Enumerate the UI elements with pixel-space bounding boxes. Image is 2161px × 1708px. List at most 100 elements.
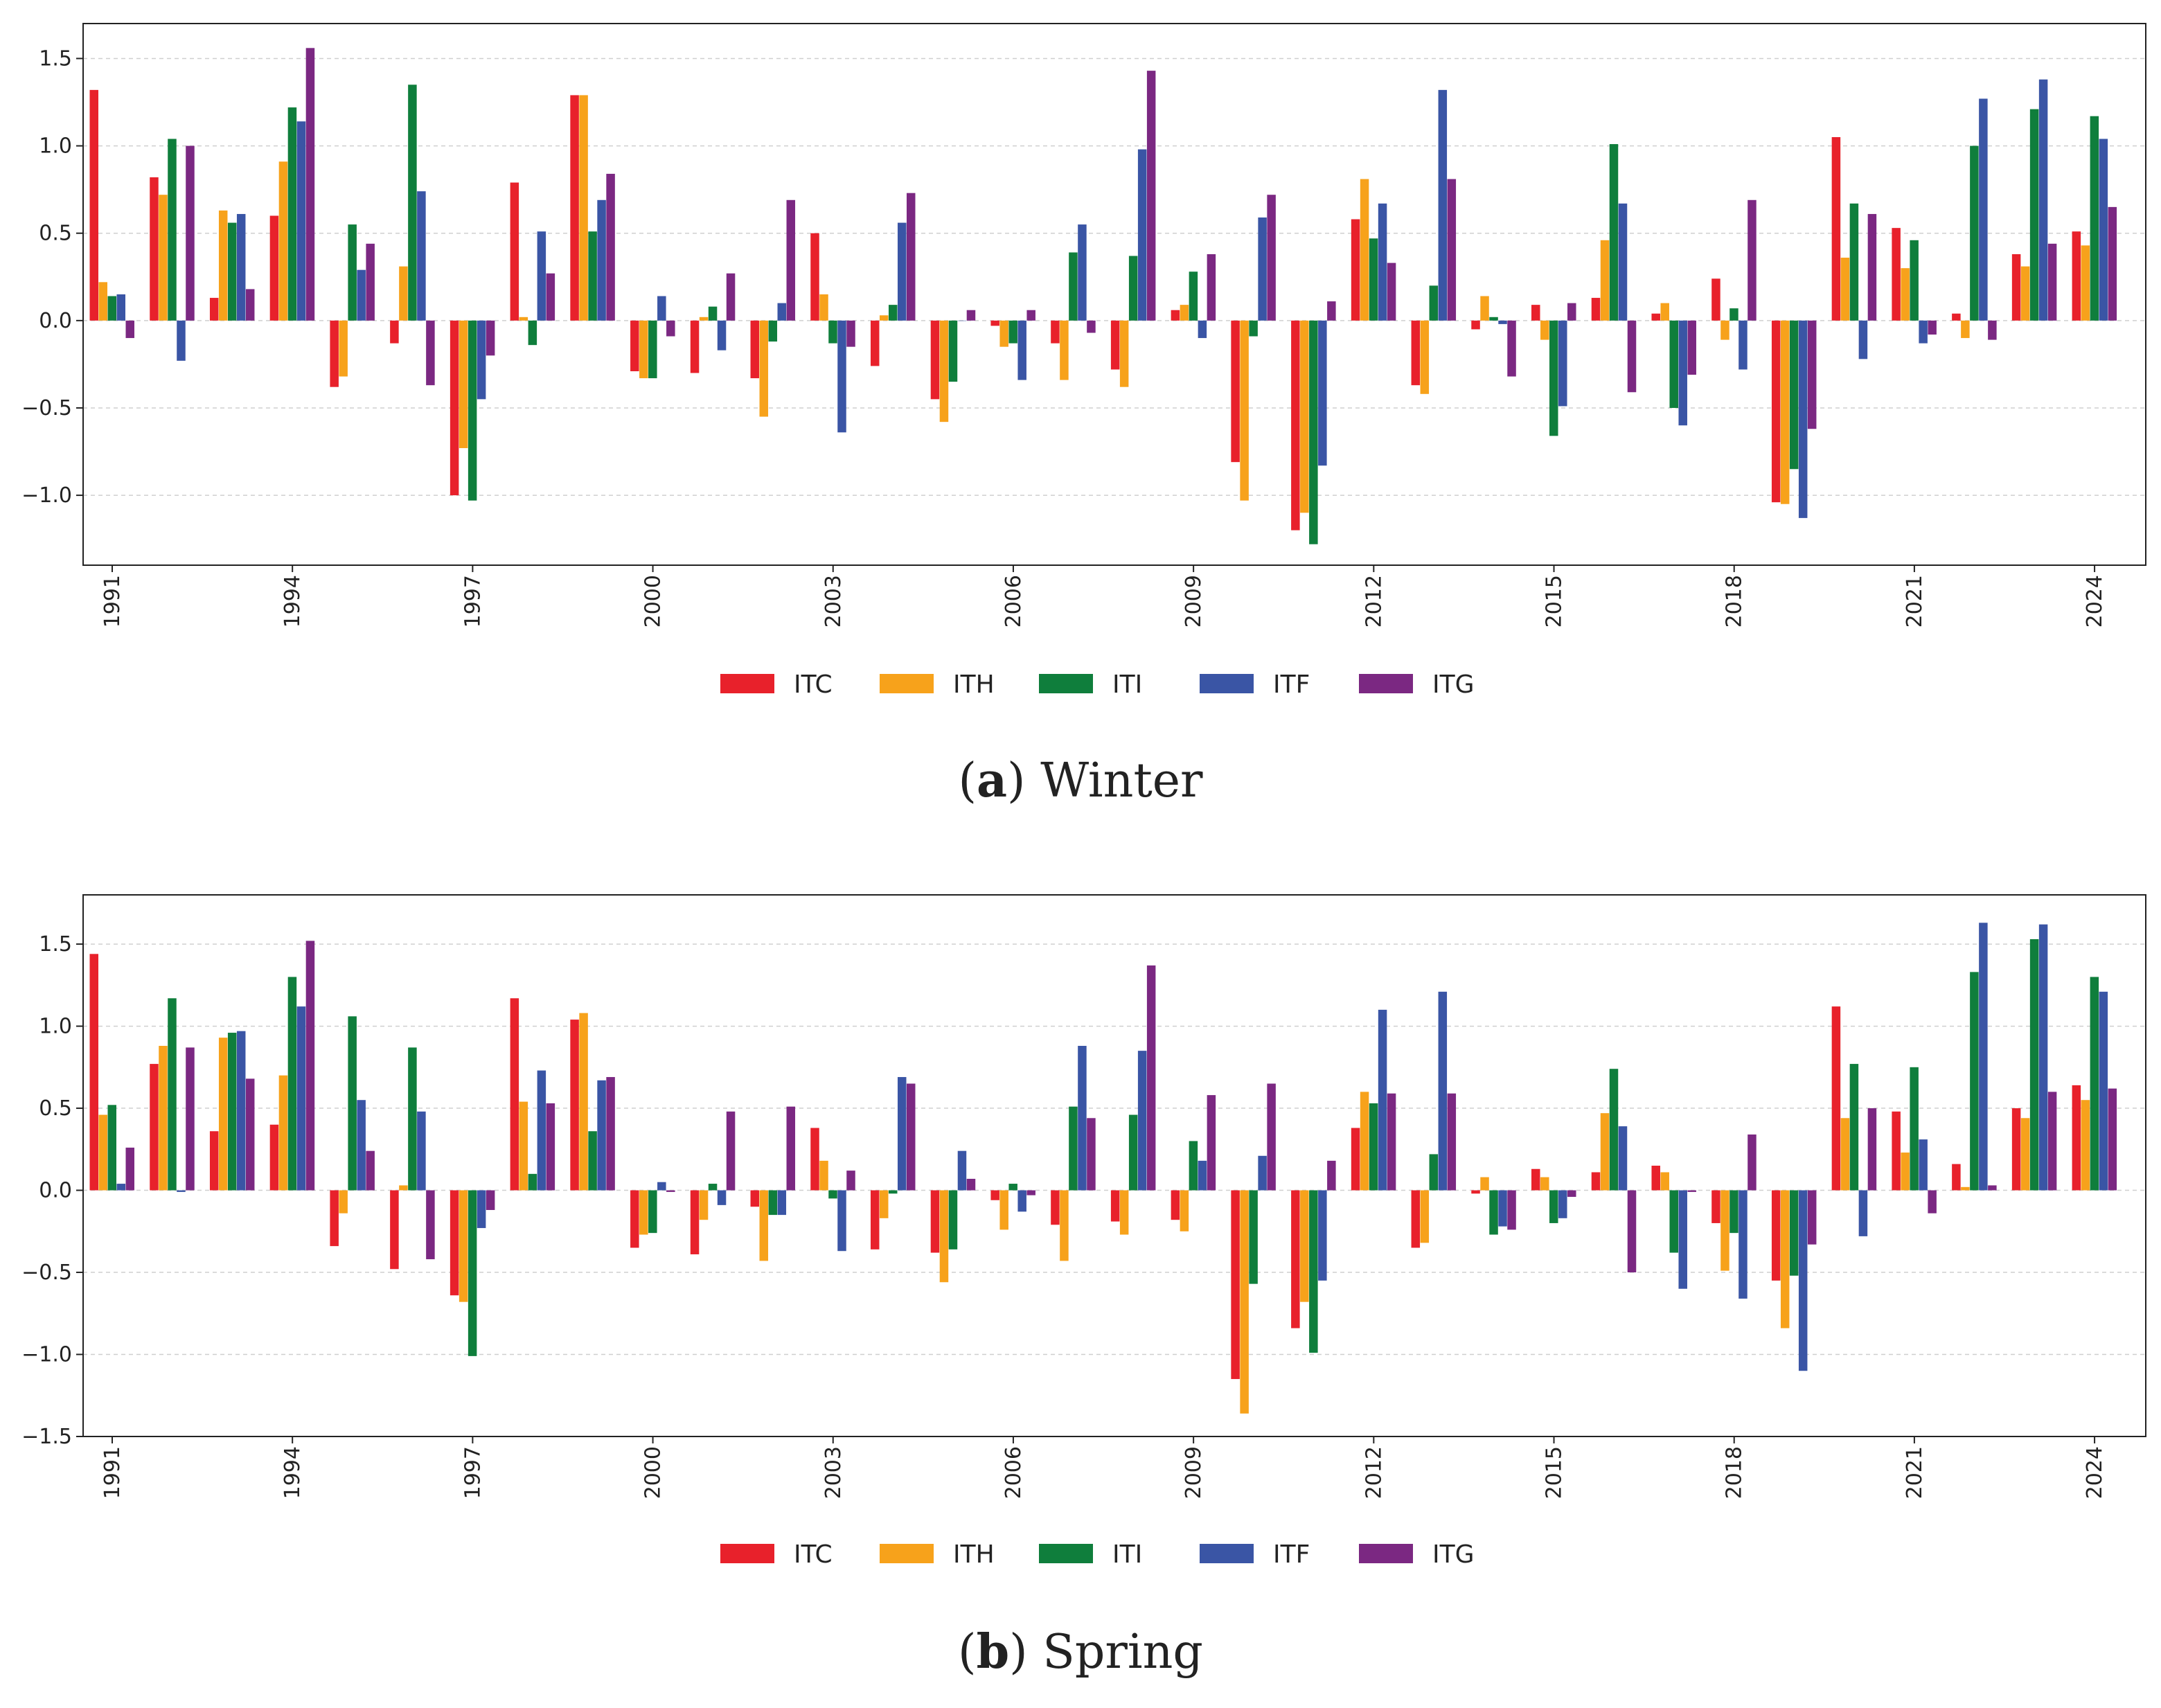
winter-bar-ith-1993 bbox=[218, 210, 228, 321]
spring-bar-itf-2022 bbox=[1979, 923, 1988, 1191]
winter-bar-ith-2005 bbox=[939, 320, 949, 422]
winter-x-tick-label: 2021 bbox=[1903, 575, 1927, 628]
winter-bar-itc-1991 bbox=[89, 89, 98, 321]
spring-bar-itf-2011 bbox=[1318, 1190, 1327, 1281]
spring-bar-itf-2020 bbox=[1858, 1190, 1868, 1236]
spring-y-tick-label: 1.0 bbox=[39, 1015, 72, 1039]
spring-x-tick-label: 1994 bbox=[281, 1446, 305, 1499]
spring-bar-iti-2001 bbox=[708, 1184, 718, 1191]
spring-bar-itg-2013 bbox=[1447, 1093, 1457, 1191]
spring-bar-iti-2004 bbox=[888, 1190, 898, 1194]
winter-bar-itf-2024 bbox=[2099, 139, 2108, 321]
winter-bar-itf-2017 bbox=[1678, 320, 1687, 426]
spring-bar-itg-2008 bbox=[1146, 965, 1156, 1191]
spring-bar-ith-1996 bbox=[399, 1185, 408, 1191]
spring-y-tick-label: 1.5 bbox=[39, 932, 72, 957]
spring-bar-ith-1998 bbox=[519, 1101, 528, 1191]
winter-bar-itc-2017 bbox=[1651, 313, 1660, 321]
spring-bar-ith-2011 bbox=[1300, 1190, 1309, 1302]
winter-bar-ith-2020 bbox=[1840, 258, 1850, 321]
spring-bar-iti-1999 bbox=[588, 1131, 597, 1191]
winter-y-tick-label: 1.0 bbox=[39, 134, 72, 159]
winter-bar-itf-2023 bbox=[2038, 79, 2048, 321]
winter-bar-itg-2006 bbox=[1026, 310, 1035, 321]
spring-bar-iti-2017 bbox=[1669, 1190, 1678, 1253]
winter-bar-ith-2017 bbox=[1660, 303, 1669, 321]
winter-bar-iti-2022 bbox=[1970, 145, 1979, 321]
winter-bar-iti-2018 bbox=[1729, 308, 1738, 321]
spring-bar-itc-2022 bbox=[1952, 1164, 1961, 1191]
winter-bar-itc-2001 bbox=[690, 320, 700, 373]
spring-bar-ith-2016 bbox=[1600, 1113, 1610, 1191]
spring-bar-ith-2002 bbox=[759, 1190, 769, 1261]
spring-bar-itf-2000 bbox=[657, 1182, 666, 1191]
winter-bar-itf-2014 bbox=[1498, 320, 1507, 324]
winter-bar-itc-1998 bbox=[510, 182, 519, 321]
winter-bar-itg-2016 bbox=[1627, 320, 1637, 393]
spring-bar-itc-2009 bbox=[1171, 1190, 1180, 1220]
winter-y-tick-label: −0.5 bbox=[21, 396, 72, 420]
spring-bar-itg-1994 bbox=[305, 941, 315, 1191]
winter-bar-ith-2002 bbox=[759, 320, 769, 417]
spring-bar-itf-1996 bbox=[417, 1111, 426, 1191]
winter-bar-itf-1995 bbox=[357, 269, 366, 321]
spring-bar-iti-2020 bbox=[1849, 1064, 1859, 1191]
spring-bar-ith-2008 bbox=[1119, 1190, 1129, 1235]
spring-x-tick-label: 2003 bbox=[821, 1446, 846, 1499]
winter-y-tick-label: 1.5 bbox=[39, 46, 72, 71]
spring-bar-iti-2011 bbox=[1309, 1190, 1318, 1353]
winter-bar-itf-1993 bbox=[236, 213, 246, 321]
winter-bar-itc-1996 bbox=[390, 320, 399, 344]
spring-bar-itc-2007 bbox=[1051, 1190, 1060, 1225]
winter-bar-iti-2005 bbox=[948, 320, 958, 382]
spring-bar-itc-2011 bbox=[1291, 1190, 1300, 1328]
winter-bar-itc-2003 bbox=[810, 233, 819, 321]
spring-bar-itf-2023 bbox=[2038, 924, 2048, 1191]
winter-bar-ith-1998 bbox=[519, 317, 528, 321]
spring-bar-iti-2021 bbox=[1910, 1067, 1919, 1191]
spring-bar-ith-2013 bbox=[1420, 1190, 1430, 1243]
winter-bar-itg-2010 bbox=[1267, 195, 1276, 321]
winter-bar-itf-2004 bbox=[897, 222, 907, 321]
spring-bar-itg-2021 bbox=[1928, 1190, 1937, 1213]
winter-bar-itf-2011 bbox=[1318, 320, 1327, 466]
spring-bar-ith-2009 bbox=[1180, 1190, 1189, 1231]
winter-bar-iti-1994 bbox=[287, 107, 297, 321]
winter-bar-itg-1998 bbox=[546, 273, 555, 321]
spring-bar-ith-2014 bbox=[1480, 1177, 1489, 1191]
spring-bar-itc-1995 bbox=[330, 1190, 339, 1247]
winter-bar-itg-1993 bbox=[245, 289, 255, 321]
spring-bar-ith-1995 bbox=[339, 1190, 348, 1213]
winter-bar-ith-1994 bbox=[278, 161, 288, 321]
winter-bar-itg-2003 bbox=[846, 320, 855, 347]
winter-bar-itg-2021 bbox=[1928, 320, 1937, 335]
spring-bar-ith-2020 bbox=[1840, 1118, 1850, 1191]
winter-bar-iti-2000 bbox=[648, 320, 657, 379]
spring-y-axis: −1.5 −1.0 −0.5 0.0 0.5 1.0 1.5 bbox=[21, 932, 83, 1449]
winter-x-tick-label: 2003 bbox=[821, 575, 846, 628]
spring-bar-iti-1992 bbox=[168, 998, 177, 1191]
spring-bar-ith-1999 bbox=[579, 1013, 588, 1191]
spring-y-tick-label: −1.0 bbox=[21, 1343, 72, 1367]
winter-bar-itg-2014 bbox=[1507, 320, 1516, 377]
winter-legend-swatch-itg bbox=[1359, 674, 1413, 693]
spring-legend-swatch-itg bbox=[1359, 1544, 1413, 1563]
spring-bar-ith-2004 bbox=[879, 1190, 889, 1218]
winter-bar-itg-2015 bbox=[1567, 303, 1576, 321]
spring-bar-iti-2002 bbox=[768, 1190, 778, 1216]
spring-bar-itg-2023 bbox=[2047, 1092, 2057, 1191]
spring-bar-itc-2000 bbox=[630, 1190, 639, 1248]
spring-legend-swatch-itc bbox=[720, 1544, 774, 1563]
winter-bar-ith-2006 bbox=[999, 320, 1008, 347]
spring-bar-ith-2001 bbox=[699, 1190, 709, 1220]
winter-bar-itc-2005 bbox=[930, 320, 940, 400]
winter-bar-iti-1999 bbox=[588, 231, 597, 321]
winter-bar-itg-2023 bbox=[2047, 243, 2057, 321]
spring-legend-swatch-ith bbox=[880, 1544, 934, 1563]
spring-x-tick-label: 2018 bbox=[1723, 1446, 1747, 1499]
spring-bar-ith-2023 bbox=[2020, 1118, 2030, 1191]
spring-bar-itg-2004 bbox=[906, 1083, 916, 1191]
winter-bar-itc-1995 bbox=[330, 320, 339, 387]
winter-bar-itg-2018 bbox=[1748, 199, 1757, 321]
